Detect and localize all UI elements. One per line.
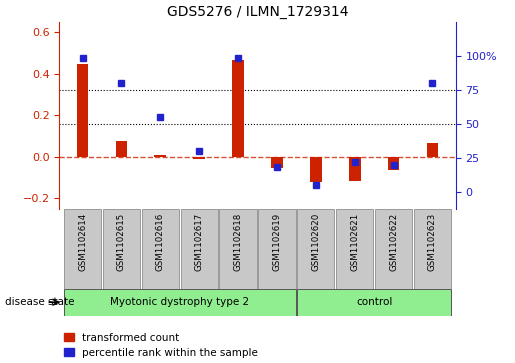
Text: Myotonic dystrophy type 2: Myotonic dystrophy type 2 <box>110 297 249 307</box>
Bar <box>310 157 322 182</box>
Bar <box>271 157 283 168</box>
Bar <box>375 209 412 289</box>
Bar <box>388 157 400 170</box>
Legend: transformed count, percentile rank within the sample: transformed count, percentile rank withi… <box>64 333 258 358</box>
Text: control: control <box>356 297 392 307</box>
Bar <box>426 143 438 157</box>
Bar <box>232 60 244 157</box>
Text: GSM1102621: GSM1102621 <box>350 213 359 271</box>
Bar <box>181 209 218 289</box>
Text: disease state: disease state <box>5 297 75 307</box>
Bar <box>297 209 334 289</box>
Title: GDS5276 / ILMN_1729314: GDS5276 / ILMN_1729314 <box>167 5 348 19</box>
Bar <box>154 155 166 157</box>
Text: GSM1102617: GSM1102617 <box>195 213 204 271</box>
Text: GSM1102618: GSM1102618 <box>234 213 243 271</box>
Bar <box>142 209 179 289</box>
Bar <box>297 289 451 316</box>
Text: GSM1102615: GSM1102615 <box>117 213 126 271</box>
Bar <box>103 209 140 289</box>
Text: GSM1102623: GSM1102623 <box>428 213 437 271</box>
Bar <box>64 289 296 316</box>
Bar <box>414 209 451 289</box>
Bar <box>77 64 89 157</box>
Bar <box>349 157 360 181</box>
Bar <box>193 157 205 159</box>
Text: GSM1102620: GSM1102620 <box>311 213 320 271</box>
Text: GSM1102622: GSM1102622 <box>389 213 398 271</box>
Text: GSM1102616: GSM1102616 <box>156 213 165 271</box>
Bar <box>336 209 373 289</box>
Bar <box>64 209 101 289</box>
Text: GSM1102614: GSM1102614 <box>78 213 87 271</box>
Bar <box>259 209 296 289</box>
Text: GSM1102619: GSM1102619 <box>272 213 281 271</box>
Bar <box>219 209 256 289</box>
Bar <box>115 141 127 157</box>
